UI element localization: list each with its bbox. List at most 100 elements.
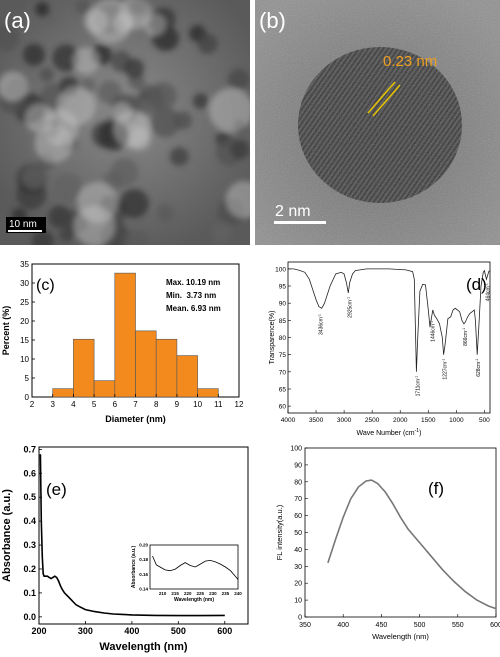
x-tick-label: 3000 [337, 417, 352, 424]
fluorescence-line [327, 479, 497, 610]
y-tick-label: 0.7 [23, 444, 36, 454]
y-tick-label: 0 [25, 393, 30, 402]
peak-annotation: 1227cm-1 [442, 359, 449, 380]
x-tick-label: 7 [133, 400, 138, 409]
hrtem-image-panel-b: (b) 0.23 nm 2 nm [255, 0, 500, 245]
y-tick-label: 25 [20, 298, 29, 307]
x-tick-label: 2500 [365, 417, 380, 424]
y-axis-label: Percent (%) [1, 306, 11, 356]
size-distribution-panel-c: 2 3 4 5 6 7 8 9 10 11 12 0 5 10 15 20 25 30 35 Diameter (nm… [0, 255, 250, 430]
nanoparticle [52, 44, 80, 72]
y-tick-label: 20 [294, 581, 302, 588]
histogram-chart: 2 3 4 5 6 7 8 9 10 11 12 0 5 10 15 20 25 30 35 Diameter (nm… [1, 260, 244, 424]
y-tick-label: 10 [294, 598, 302, 605]
panel-label-a: (a) [4, 8, 31, 33]
nanoparticle [230, 139, 250, 160]
image-noise [255, 0, 500, 245]
nanoparticle [169, 147, 189, 167]
y-tick-label: 60 [279, 404, 287, 411]
nanoparticle [0, 24, 20, 52]
nanoparticle [21, 165, 46, 190]
x-tick-label: 9 [175, 400, 180, 409]
light-region [112, 12, 133, 33]
light-region [111, 102, 132, 123]
ftir-panel-d: 4000 3500 3000 2500 2000 1500 1000 500 60 65 70 75 8… [268, 258, 500, 440]
y-tick-label: 0.0 [23, 612, 36, 622]
histogram-bar [93, 380, 116, 398]
x-tick-label: 5 [92, 400, 97, 409]
x-tick-label: 2 [30, 400, 35, 409]
nanoparticle [31, 230, 54, 245]
y-tick-label: 0.1 [23, 588, 36, 598]
x-tick-label: 600 [490, 622, 500, 629]
nanoparticle [124, 58, 145, 79]
plot-frame [304, 447, 497, 618]
x-tick-label: 3500 [309, 417, 324, 424]
x-tick-label: 200 [31, 626, 46, 636]
y-tick-label: 0.3 [23, 540, 36, 550]
light-region [56, 86, 96, 126]
tem-image-panel-a: (a) 10 nm [0, 0, 250, 245]
absorbance-panel-e: 200 300 400 500 600 0.0 0.1 0.2 0.3 0.4 0.5 0.6 0.7 W… [0, 438, 250, 657]
nanoparticle [110, 158, 139, 187]
histogram-bar [135, 330, 157, 398]
x-axis-label: Wavelength (nm) [372, 632, 429, 641]
x-axis-label: Wavelength (nm) [99, 641, 188, 653]
nanoparticle [34, 1, 50, 17]
y-tick-label: 80 [294, 479, 302, 486]
nanoparticle [150, 107, 181, 138]
inset-y-tick-label: 0.16 [139, 572, 148, 577]
histogram-bar [197, 388, 219, 398]
nanoparticle [197, 33, 218, 54]
x-tick-label: 350 [299, 622, 311, 629]
nanoparticle [119, 188, 149, 219]
y-tick-label: 100 [275, 266, 286, 273]
x-tick-label: 4 [71, 400, 76, 409]
light-region [209, 88, 250, 133]
y-tick-label: 0.2 [23, 564, 36, 574]
y-tick-label: 85 [279, 318, 287, 325]
nanoparticle [149, 82, 177, 110]
y-tick-label: 90 [294, 462, 302, 469]
y-tick-label: 95 [279, 284, 287, 291]
x-tick-label: 6 [113, 400, 118, 409]
nanoparticle [39, 67, 54, 82]
y-tick-label: 30 [294, 564, 302, 571]
peak-annotation: 2925cm-1 [346, 297, 353, 318]
y-tick-label: 20 [20, 317, 29, 326]
histogram-bar [52, 388, 74, 398]
stat-mean: Mean. 6.93 nm [166, 304, 221, 313]
plot-frame [287, 261, 491, 414]
inset-x-axis-label: Wavelength (nm) [174, 597, 214, 603]
y-tick-label: 80 [279, 335, 287, 342]
lattice-fringe-line-1 [367, 81, 396, 114]
y-tick-label: 70 [279, 369, 287, 376]
ftir-chart: 4000 3500 3000 2500 2000 1500 1000 500 60 65 70 75 8… [269, 261, 491, 437]
y-tick-label: 15 [20, 336, 29, 345]
x-tick-label: 1500 [421, 417, 436, 424]
peak-annotation: 866cm-1 [462, 328, 469, 346]
y-axis-label: FL intensity(a.u.) [275, 504, 284, 560]
x-tick-label: 600 [217, 626, 232, 636]
y-tick-label: 75 [279, 352, 287, 359]
nanoparticle [174, 111, 193, 130]
y-tick-label: 50 [294, 530, 302, 537]
nanoparticle [22, 43, 46, 66]
nanoparticle [138, 100, 155, 116]
panel-label-f: (f) [428, 479, 444, 498]
panel-label-e: (e) [46, 480, 67, 499]
plot-frame [38, 446, 249, 625]
x-tick-label: 4000 [281, 417, 296, 424]
ftir-spectrum-line [288, 268, 491, 372]
x-tick-label: 8 [154, 400, 159, 409]
x-tick-label: 400 [124, 626, 139, 636]
nanoparticle [75, 0, 91, 15]
nanoparticle [156, 203, 175, 223]
x-tick-label: 550 [452, 622, 464, 629]
y-tick-label: 10 [20, 355, 29, 364]
peak-annotation: 1711cm-1 [414, 376, 421, 397]
x-tick-label: 400 [337, 622, 349, 629]
absorbance-line [39, 454, 225, 617]
absorbance-chart: 200 300 400 500 600 0.0 0.1 0.2 0.3 0.4 0.5 0.6 0.7 W… [1, 444, 249, 653]
peak-annotation: 3436cm-1 [318, 314, 325, 335]
